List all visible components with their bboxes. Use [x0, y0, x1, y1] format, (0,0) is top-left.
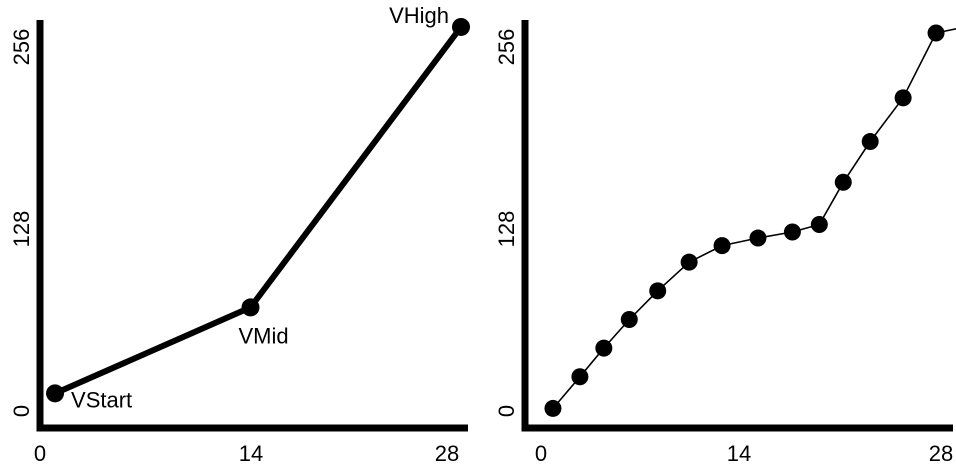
- data-point: [894, 89, 912, 107]
- data-point: [649, 282, 667, 300]
- data-point: [620, 310, 638, 328]
- data-point: [595, 339, 613, 357]
- data-point: [544, 399, 562, 417]
- data-point: [810, 215, 828, 233]
- data-point: [861, 133, 879, 151]
- y-tick-label: 256: [9, 29, 34, 66]
- right-chart-panel: 0 14 28 0 128 256: [494, 20, 956, 466]
- x-tick-label: 0: [535, 441, 547, 466]
- y-tick-label: 0: [494, 405, 519, 417]
- data-point: [783, 223, 801, 241]
- x-tick-label: 28: [435, 441, 459, 466]
- y-tick-label: 0: [9, 405, 34, 417]
- data-point: [241, 298, 260, 317]
- point-annotation-vhigh: VHigh: [389, 3, 449, 28]
- y-tick-label: 256: [494, 29, 519, 66]
- data-point: [927, 24, 945, 42]
- data-point: [571, 368, 589, 386]
- data-point: [749, 229, 767, 247]
- data-point: [680, 253, 698, 271]
- data-point: [46, 384, 65, 403]
- y-tick-label: 128: [494, 211, 519, 248]
- y-tick-label: 128: [9, 211, 34, 248]
- x-tick-label: 0: [34, 441, 46, 466]
- series-line: [552, 27, 956, 410]
- data-point: [452, 17, 470, 36]
- data-point: [713, 237, 731, 255]
- x-tick-label: 14: [727, 441, 751, 466]
- left-chart-panel: 0 14 28 0 128 256 VStart VMid VHigh: [9, 3, 470, 466]
- data-point: [834, 173, 852, 191]
- x-tick-label: 28: [929, 441, 953, 466]
- point-annotation-vmid: VMid: [239, 323, 289, 348]
- point-annotation-vstart: VStart: [71, 387, 132, 412]
- x-tick-label: 14: [239, 441, 263, 466]
